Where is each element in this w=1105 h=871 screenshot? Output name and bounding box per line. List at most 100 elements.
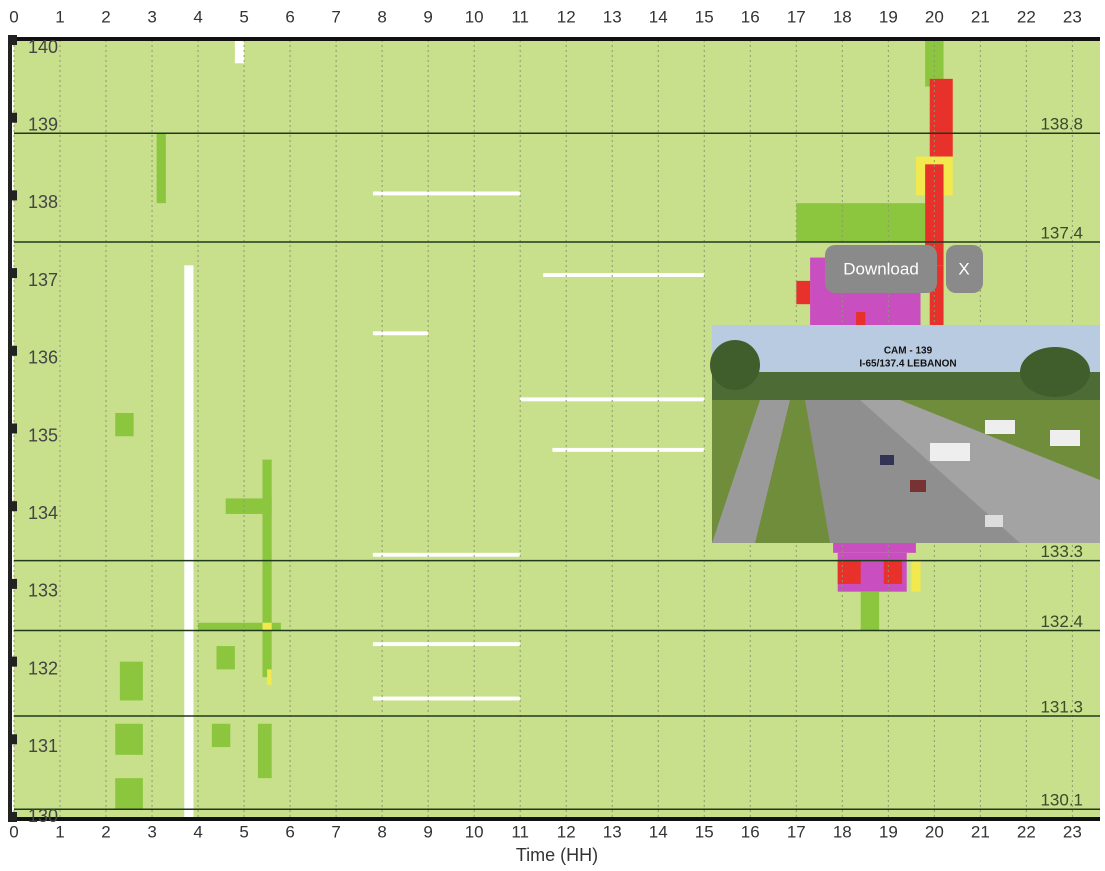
camera-label: 138.8 (1040, 115, 1083, 134)
x-tick-label: 17 (787, 822, 806, 841)
speed-cell (796, 203, 926, 243)
y-tick (8, 812, 17, 822)
x-tick-label: 16 (741, 7, 760, 26)
x-tick-label: 17 (787, 7, 806, 26)
camera-label: 133.3 (1040, 542, 1083, 561)
x-tick-label: 19 (879, 822, 898, 841)
speed-cell (225, 498, 272, 514)
speed-cell (156, 133, 166, 204)
speed-cell (216, 646, 235, 670)
y-tick (8, 578, 17, 589)
y-tick (8, 734, 17, 745)
truck (985, 420, 1015, 434)
x-tick-label: 19 (879, 7, 898, 26)
x-tick-label: 1 (55, 7, 64, 26)
x-tick-label: 23 (1063, 822, 1082, 841)
speed-cell (552, 447, 705, 452)
camera-name: CAM - 139 (884, 346, 933, 357)
top-axis (14, 37, 1100, 41)
y-tick-label: 132 (28, 658, 58, 678)
x-tick-label: 23 (1063, 7, 1082, 26)
x-tick-label: 13 (603, 7, 622, 26)
x-tick-label: 2 (101, 822, 110, 841)
x-tick-label: 9 (423, 7, 432, 26)
x-tick-label: 2 (101, 7, 110, 26)
x-tick-label: 0 (9, 7, 18, 26)
speed-cell (372, 552, 521, 557)
speed-cell (257, 723, 272, 779)
x-tick-label: 3 (147, 7, 156, 26)
truck (930, 443, 970, 461)
x-tick-label: 7 (331, 7, 340, 26)
y-tick-label: 138 (28, 192, 58, 212)
x-tick-label: 20 (925, 7, 944, 26)
x-tick-label: 0 (9, 822, 18, 841)
x-tick-label: 21 (971, 822, 990, 841)
x-tick-label: 14 (649, 7, 668, 26)
y-tick (8, 35, 17, 45)
x-tick-label: 10 (465, 822, 484, 841)
car (910, 480, 926, 492)
x-tick-label: 13 (603, 822, 622, 841)
y-tick (8, 656, 17, 667)
x-tick-label: 11 (511, 7, 529, 26)
speed-cell (925, 40, 944, 87)
speed-cell (372, 191, 521, 196)
y-tick-label: 137 (28, 270, 58, 290)
tree (1020, 347, 1090, 397)
speed-cell (115, 778, 143, 810)
speed-cell (184, 265, 194, 818)
speed-cell (911, 560, 921, 592)
x-tick-label: 5 (239, 7, 248, 26)
highway-lanes (860, 400, 1100, 543)
x-tick-label: 7 (331, 822, 340, 841)
speed-cell (520, 397, 705, 402)
camera-image: CAM - 139 I-65/137.4 LEBANON (710, 325, 1100, 543)
y-tick-label: 131 (28, 736, 58, 756)
x-axis-label: Time (HH) (516, 845, 598, 865)
x-tick-label: 6 (285, 822, 294, 841)
y-tick-label: 136 (28, 348, 58, 368)
x-tick-label: 22 (1017, 822, 1036, 841)
bottom-axis (14, 817, 1100, 821)
x-tick-label: 15 (695, 7, 714, 26)
x-tick-label: 11 (511, 822, 529, 841)
x-tick-label: 18 (833, 7, 852, 26)
x-tick-label: 1 (55, 822, 64, 841)
y-tick (8, 501, 17, 512)
speed-cell (372, 696, 521, 701)
speed-cell (837, 560, 861, 584)
x-tick-label: 15 (695, 822, 714, 841)
camera-location: I-65/137.4 LEBANON (859, 359, 956, 370)
x-tick-label: 20 (925, 822, 944, 841)
car (880, 455, 894, 465)
camera-label: 130.1 (1040, 791, 1083, 810)
x-tick-label: 4 (193, 822, 202, 841)
x-tick-label: 18 (833, 822, 852, 841)
x-tick-label: 12 (557, 822, 576, 841)
y-tick-label: 130 (28, 806, 58, 826)
speed-cell (925, 164, 944, 266)
speed-cell (543, 273, 705, 277)
x-tick-label: 4 (193, 7, 202, 26)
speed-cell (929, 78, 953, 157)
speed-cell (883, 560, 903, 584)
camera-popup: Download X CAM - 139 I-65/137.4 LEBANON (710, 245, 1100, 543)
x-tick-label: 16 (741, 822, 760, 841)
y-tick (8, 112, 17, 123)
x-tick-label: 10 (465, 7, 484, 26)
speed-cell (796, 280, 811, 305)
camera-label: 132.4 (1040, 612, 1083, 631)
close-button[interactable] (946, 245, 983, 293)
x-tick-label: 12 (557, 7, 576, 26)
speed-cell (860, 591, 880, 631)
y-tick (8, 345, 17, 356)
speed-cell (198, 622, 281, 631)
x-tick-label: 8 (377, 7, 386, 26)
download-button[interactable] (825, 245, 937, 293)
speed-cell (267, 669, 272, 685)
x-tick-label: 21 (971, 7, 990, 26)
road (712, 400, 790, 543)
